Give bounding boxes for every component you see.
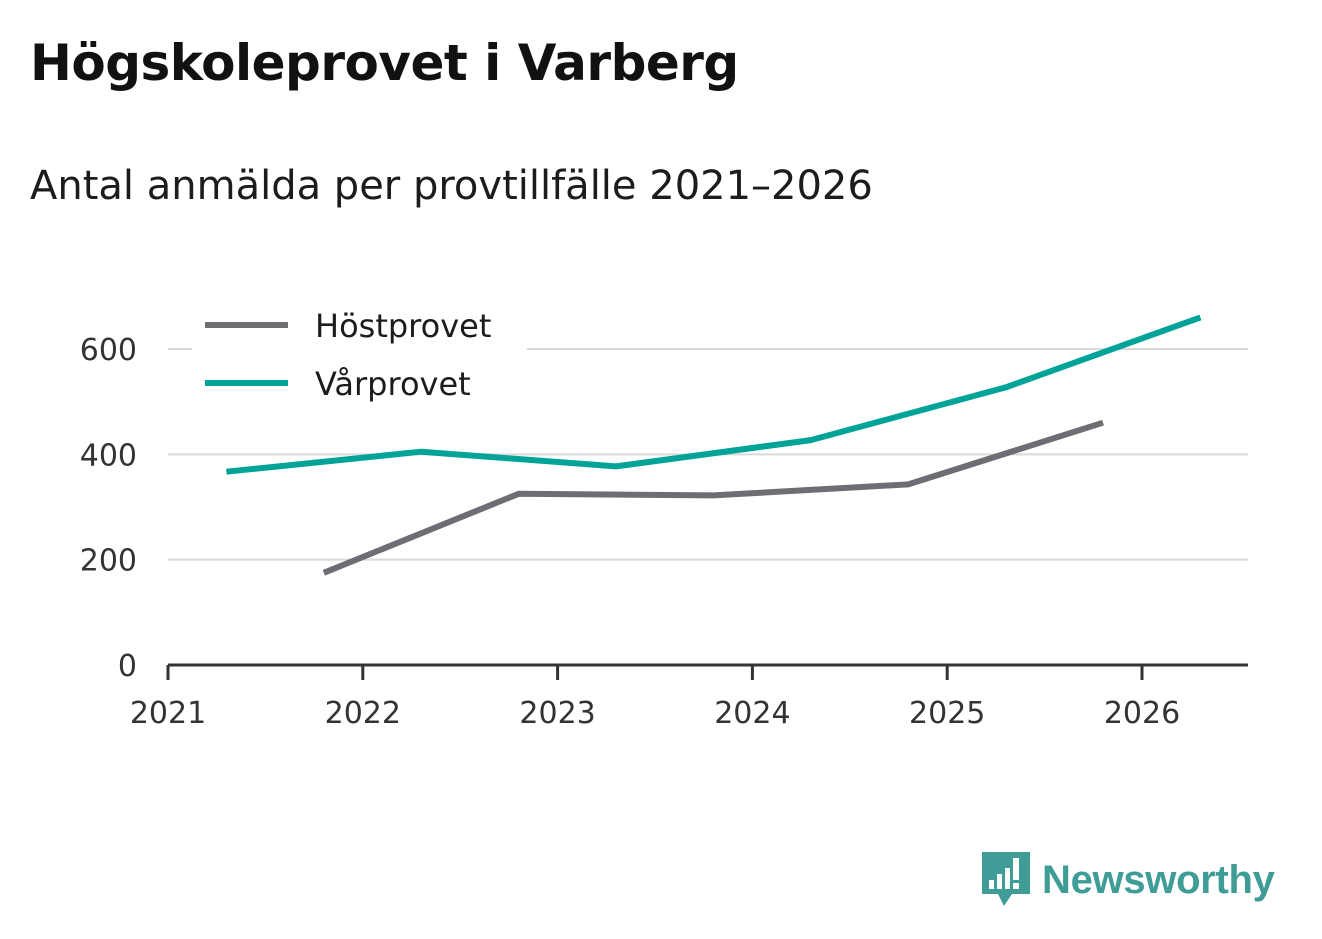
series-lines [226,314,1202,576]
x-tick-label-2023: 2023 [519,696,595,731]
series-line-varprovet [226,314,1202,475]
newsworthy-logo-icon [982,852,1030,906]
x-tick-label-2021: 2021 [130,696,206,731]
y-axis-labels: 0 200 400 600 [80,333,137,684]
chart-subtitle: Antal anmälda per provtillfälle 2021–202… [30,163,873,209]
y-tick-label-200: 200 [80,544,137,579]
legend-background [192,300,527,418]
x-tick-label-2026: 2026 [1104,696,1180,731]
y-tick-label-0: 0 [118,649,137,684]
brand-name: Newsworthy [1042,857,1275,902]
x-axis [166,663,1248,680]
x-tick-label-2025: 2025 [909,696,985,731]
y-tick-label-600: 600 [80,333,137,368]
legend-label-varprovet: Vårprovet [315,365,471,403]
x-axis-labels: 2021 2022 2023 2024 2025 2026 [130,696,1180,731]
legend: Höstprovet Vårprovet [192,300,527,418]
series-line-hostprovet [322,419,1104,576]
y-tick-label-400: 400 [80,438,137,473]
x-tick-label-2024: 2024 [714,696,790,731]
page-title: Högskoleprovet i Varberg [30,34,739,92]
brand-logo: Newsworthy [980,850,1275,910]
x-tick-label-2022: 2022 [325,696,401,731]
legend-label-hostprovet: Höstprovet [315,307,491,345]
